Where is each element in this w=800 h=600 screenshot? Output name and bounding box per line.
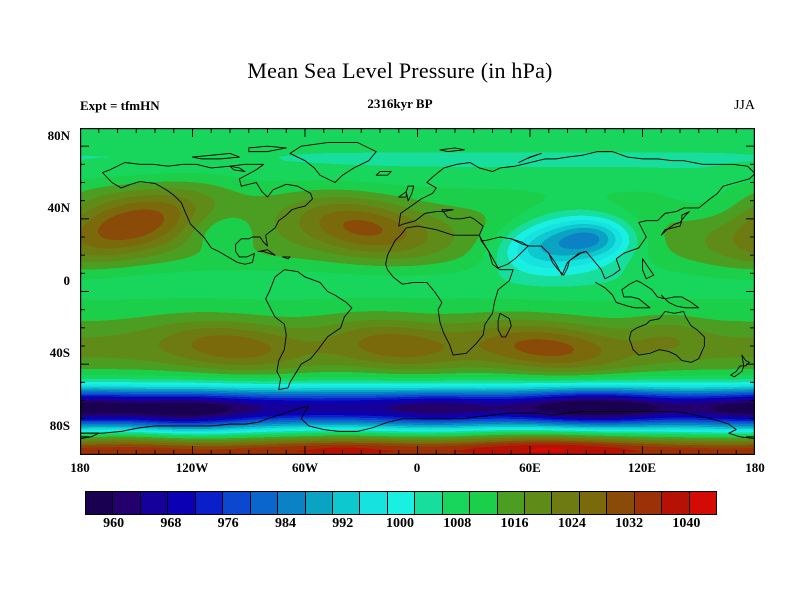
contour-band bbox=[80, 393, 755, 423]
pressure-contour-map bbox=[80, 128, 755, 455]
coastline bbox=[385, 225, 514, 356]
y-tick-label: 80S bbox=[49, 418, 70, 433]
coastline-layer bbox=[80, 142, 755, 440]
coastline bbox=[497, 312, 512, 338]
colorbar-swatch bbox=[223, 492, 251, 514]
colorbar-swatch bbox=[552, 492, 580, 514]
colorbar-swatch bbox=[332, 492, 361, 514]
colorbar-swatch bbox=[140, 492, 169, 514]
contour-band bbox=[80, 391, 755, 427]
x-tick-label: 180 bbox=[70, 460, 90, 475]
coastline bbox=[398, 191, 407, 198]
contour-band bbox=[80, 194, 755, 444]
coastline bbox=[257, 249, 276, 256]
colorbar-swatch bbox=[497, 492, 525, 514]
colorbar-tick-label: 1040 bbox=[672, 516, 701, 531]
colorbar-tick-label: 1008 bbox=[443, 516, 472, 531]
y-tick-label: 40N bbox=[47, 200, 70, 215]
x-tick-label: 180 bbox=[745, 460, 765, 475]
contour-band bbox=[80, 209, 755, 455]
colorbar-tick-label: 976 bbox=[217, 516, 239, 531]
y-tick-label: 80N bbox=[47, 128, 70, 143]
colorbar-tick-label: 1016 bbox=[500, 516, 529, 531]
contour-band bbox=[80, 392, 755, 425]
colorbar-swatch bbox=[195, 492, 224, 514]
coastline bbox=[102, 162, 313, 265]
colorbar-swatch bbox=[305, 492, 333, 514]
coastline bbox=[229, 165, 246, 173]
coastline bbox=[80, 405, 755, 440]
contour-band bbox=[80, 398, 755, 418]
experiment-label: Expt = tfmHN bbox=[80, 98, 160, 113]
coastline bbox=[660, 211, 690, 236]
coastline bbox=[439, 147, 465, 153]
coastline bbox=[375, 171, 392, 176]
contour-fill-layer bbox=[80, 128, 755, 455]
x-tick-label: 60W bbox=[292, 460, 318, 475]
coastline bbox=[730, 354, 750, 378]
colorbar-swatch bbox=[579, 492, 608, 514]
contour-band bbox=[521, 447, 574, 452]
coastline bbox=[480, 238, 529, 269]
colorbar-swatch bbox=[86, 492, 114, 514]
colorbar-swatch bbox=[607, 492, 635, 514]
coastline bbox=[289, 142, 377, 183]
colorbar-tick-label: 1000 bbox=[386, 516, 414, 531]
coastline bbox=[518, 152, 542, 163]
coastline bbox=[548, 251, 585, 276]
colorbar-tick-label: 1024 bbox=[557, 516, 586, 531]
coastline bbox=[398, 151, 755, 280]
x-tick-label: 0 bbox=[413, 460, 421, 475]
colorbar-swatch bbox=[387, 492, 416, 514]
season-label: JJA bbox=[733, 98, 755, 113]
figure-subtitle: 2316kyr BP bbox=[367, 96, 433, 111]
y-tick-label: 40S bbox=[49, 345, 70, 360]
figure-title: Mean Sea Level Pressure (in hPa) bbox=[247, 58, 553, 83]
colorbar-swatch bbox=[442, 492, 471, 514]
coastline bbox=[642, 258, 655, 280]
coastline bbox=[265, 269, 353, 391]
colorbar-swatch bbox=[634, 492, 663, 514]
x-tick-label: 120E bbox=[627, 460, 657, 475]
colorbar-tick-label: 960 bbox=[103, 516, 125, 531]
x-tick-label: 60E bbox=[519, 460, 541, 475]
contour-band bbox=[80, 215, 755, 434]
map-axes bbox=[80, 128, 755, 455]
colorbar-swatch bbox=[662, 492, 690, 514]
coastline bbox=[595, 280, 700, 309]
coastline bbox=[248, 145, 287, 153]
y-tick-label: 0 bbox=[63, 273, 71, 288]
colorbar-tick-label: 984 bbox=[274, 516, 296, 531]
colorbar-swatch bbox=[360, 492, 388, 514]
colorbar bbox=[85, 491, 717, 515]
coastline bbox=[282, 256, 291, 260]
colorbar-swatch bbox=[470, 492, 498, 514]
x-tick-label: 120W bbox=[175, 460, 209, 475]
coastline bbox=[80, 432, 100, 440]
colorbar-swatch bbox=[525, 492, 553, 514]
contour-band bbox=[80, 397, 755, 420]
colorbar-swatch bbox=[168, 492, 196, 514]
colorbar-tick-label: 992 bbox=[332, 516, 354, 531]
contour-band bbox=[80, 172, 755, 439]
colorbar-ticklabels: 960 968 976 984 992 1000 1008 1016 1024 1032 1040 bbox=[85, 516, 715, 536]
contour-band bbox=[80, 395, 755, 422]
colorbar-swatch bbox=[250, 492, 279, 514]
colorbar-swatch bbox=[113, 492, 141, 514]
colorbar-swatch bbox=[689, 492, 717, 514]
coastline bbox=[192, 152, 240, 160]
colorbar-swatch bbox=[278, 492, 306, 514]
coastline bbox=[628, 311, 705, 363]
colorbar-tick-label: 1032 bbox=[615, 516, 644, 531]
contour-band bbox=[80, 223, 755, 431]
colorbar-swatch bbox=[415, 492, 443, 514]
colorbar-tick-label: 968 bbox=[160, 516, 182, 531]
map-panel bbox=[80, 128, 755, 455]
